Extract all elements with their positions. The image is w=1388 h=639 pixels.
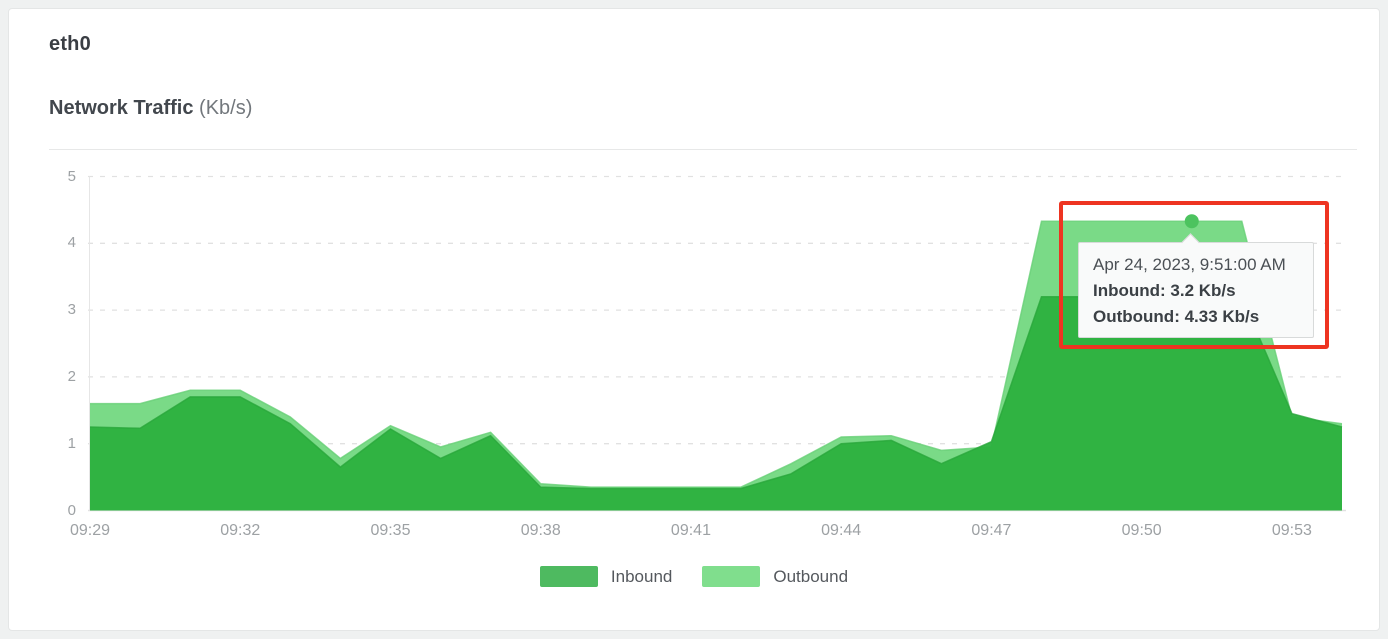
y-axis-label-4: 4 xyxy=(67,234,76,252)
inbound-label: Inbound xyxy=(610,566,673,586)
chart-legend: Inbound Outbound xyxy=(0,566,1388,587)
outbound-line xyxy=(90,220,1343,488)
x-axis-label-09-32: 09:32 xyxy=(220,522,261,539)
y-axis-label-3: 3 xyxy=(67,301,76,319)
highlight-annotation-rectangle xyxy=(1059,201,1329,349)
hover-marker-dot xyxy=(1184,214,1199,229)
x-axis-label-09-50: 09:50 xyxy=(1121,522,1162,539)
x-axis-label-09-53: 09:53 xyxy=(1271,522,1312,539)
inbound-area xyxy=(90,296,1342,511)
x-axis-label-09-44: 09:44 xyxy=(821,522,862,539)
legend-item-inbound[interactable]: Inbound xyxy=(539,566,673,587)
inbound-swatch xyxy=(539,566,598,587)
outbound-swatch xyxy=(702,566,761,587)
chart-tooltip: Apr 24, 2023, 9:51:00 AM Inbound: 3.2 Kb… xyxy=(1078,233,1314,338)
tooltip-timestamp: Apr 24, 2023, 9:51:00 AM xyxy=(1093,255,1286,274)
x-axis-label-09-41: 09:41 xyxy=(670,522,711,539)
y-axis-label-0: 0 xyxy=(67,501,76,519)
tooltip-inbound-value: Inbound: 3.2 Kb/s xyxy=(1093,281,1236,300)
x-axis-label-09-29: 09:29 xyxy=(69,522,111,539)
x-axis-label-09-35: 09:35 xyxy=(370,522,411,539)
tooltip-outbound-value: Outbound: 4.33 Kb/s xyxy=(1093,307,1260,326)
header-divider xyxy=(49,149,1357,150)
chart-title-unit: (Kb/s) xyxy=(199,97,253,119)
outbound-label: Outbound xyxy=(773,566,849,586)
interface-title: eth0 xyxy=(49,33,91,55)
y-axis-label-1: 1 xyxy=(67,434,76,452)
chart-title: Network Traffic (Kb/s) xyxy=(49,97,252,120)
y-axis-label-2: 2 xyxy=(67,367,76,385)
legend-item-outbound[interactable]: Outbound xyxy=(702,566,848,587)
y-axis-label-5: 5 xyxy=(67,167,76,185)
chart-title-text: Network Traffic xyxy=(49,97,194,119)
x-axis-label-09-47: 09:47 xyxy=(971,522,1012,539)
x-axis-label-09-38: 09:38 xyxy=(520,522,561,539)
